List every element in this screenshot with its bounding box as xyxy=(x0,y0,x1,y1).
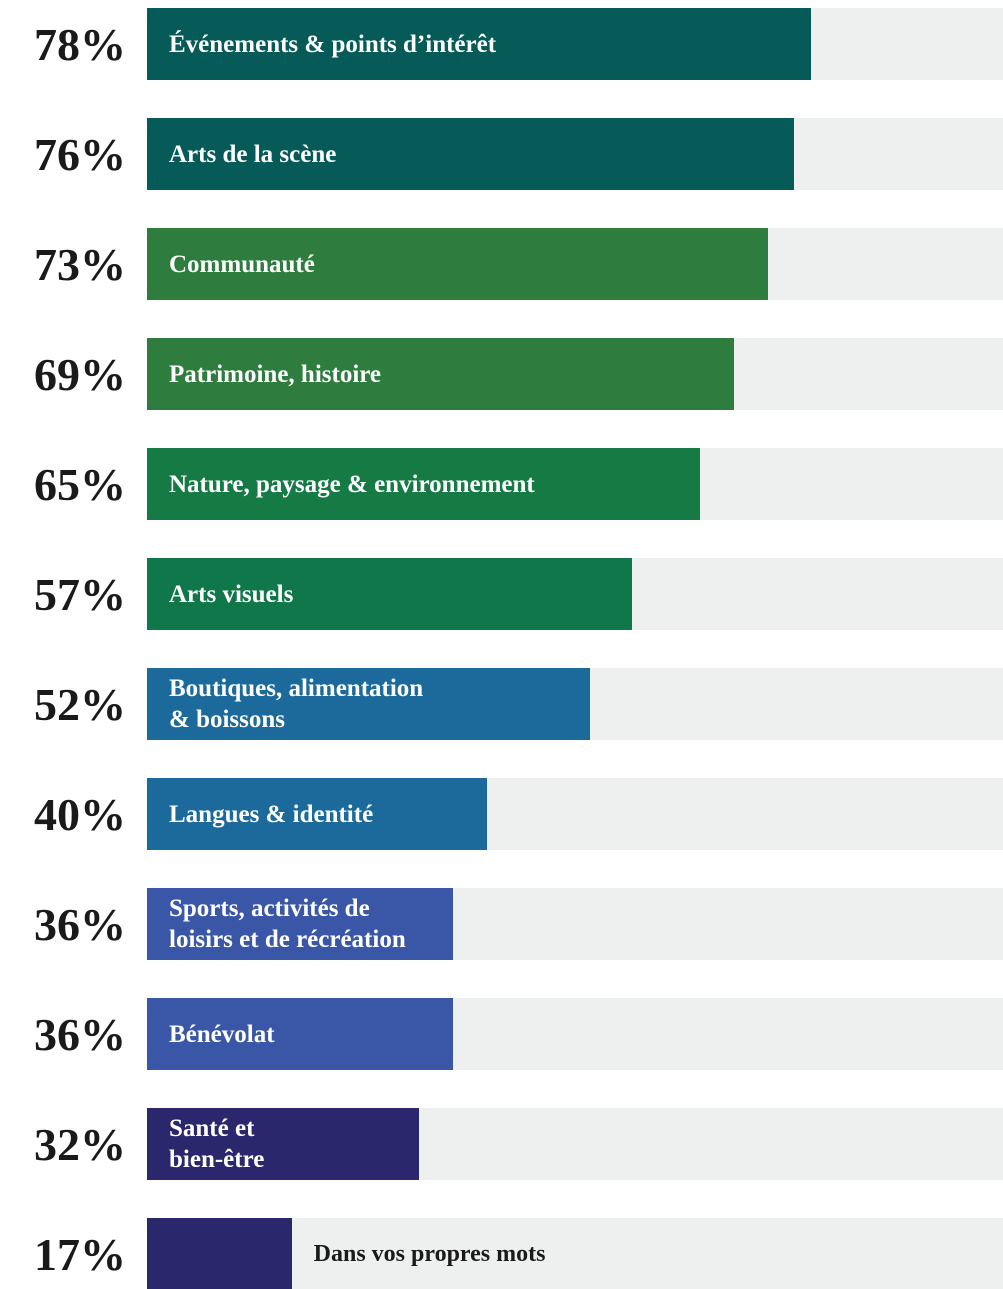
category-label: Boutiques, alimentation & boissons xyxy=(169,675,424,733)
value-label: 78% xyxy=(34,18,126,70)
bar xyxy=(147,338,735,410)
value-label: 57% xyxy=(34,568,126,620)
category-label: Santé et bien-être xyxy=(169,1115,265,1173)
value-label: 69% xyxy=(34,348,126,400)
bar xyxy=(147,1108,420,1180)
bar xyxy=(147,8,811,80)
bar xyxy=(147,778,488,850)
category-label: Arts de la scène xyxy=(169,140,337,168)
category-label: Événements & points d’intérêt xyxy=(169,30,497,58)
value-label: 52% xyxy=(34,678,126,730)
category-label: Sports, activités de loisirs et de récré… xyxy=(169,895,406,953)
value-label: 32% xyxy=(34,1118,126,1170)
category-label: Nature, paysage & environnement xyxy=(169,470,535,498)
bar xyxy=(147,558,633,630)
bar xyxy=(147,1218,292,1289)
bar xyxy=(147,998,454,1070)
category-label: Communauté xyxy=(169,250,315,278)
category-label: Dans vos propres mots xyxy=(313,1240,546,1267)
bar xyxy=(147,118,794,190)
bar xyxy=(147,668,590,740)
category-label: Langues & identité xyxy=(169,800,374,828)
category-label: Arts visuels xyxy=(169,580,294,608)
bar xyxy=(147,888,454,960)
category-label: Patrimoine, histoire xyxy=(169,360,381,388)
value-label: 17% xyxy=(34,1228,126,1280)
value-label: 76% xyxy=(34,128,126,180)
value-label: 40% xyxy=(34,788,126,840)
bar xyxy=(147,448,701,520)
category-label: Bénévolat xyxy=(169,1020,275,1048)
bar xyxy=(147,228,769,300)
value-label: 65% xyxy=(34,458,126,510)
value-label: 36% xyxy=(34,1008,126,1060)
value-label: 36% xyxy=(34,898,126,950)
value-label: 73% xyxy=(34,238,126,290)
